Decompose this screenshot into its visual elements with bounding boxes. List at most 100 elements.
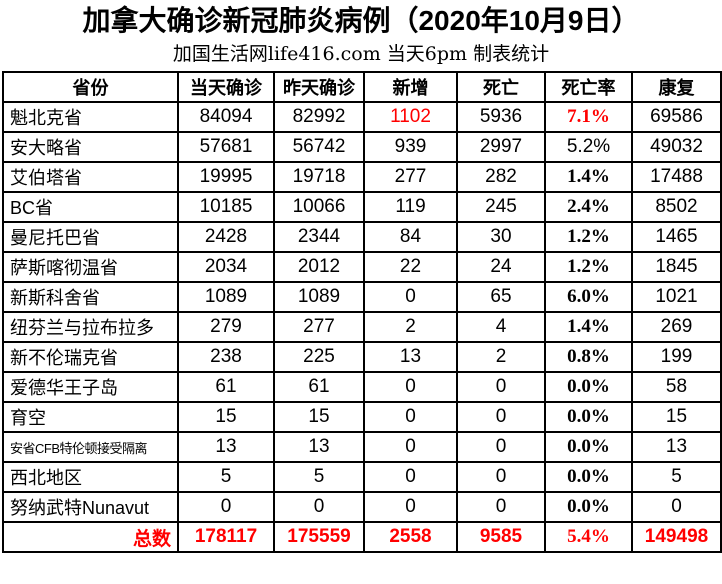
table-row: 安大略省 57681 56742 939 2997 5.2% 49032: [2, 131, 722, 163]
value-cell: 13: [177, 431, 275, 463]
total-rate-cell: 5.4%: [544, 521, 633, 553]
value-cell: 69586: [631, 101, 722, 133]
rate-cell: 1.4%: [544, 311, 633, 343]
header-row: 省份 当天确诊 昨天确诊 新增 死亡 死亡率 康复: [2, 71, 722, 103]
value-cell: 1465: [631, 221, 722, 253]
value-cell: 19718: [273, 161, 365, 193]
value-cell: 5936: [456, 101, 546, 133]
value-cell: 0: [456, 401, 546, 433]
column-header-5: 死亡率: [544, 71, 633, 103]
value-cell: 4: [456, 311, 546, 343]
value-cell: 245: [456, 191, 546, 223]
value-cell: 2012: [273, 251, 365, 283]
value-cell: 277: [273, 311, 365, 343]
covid-stats-sheet: 加拿大确诊新冠肺炎病例（2020年10月9日） 加国生活网life416.com…: [0, 4, 722, 553]
value-cell: 238: [177, 341, 275, 373]
rate-cell: 1.4%: [544, 161, 633, 193]
value-cell: 2034: [177, 251, 275, 283]
value-cell: 57681: [177, 131, 275, 163]
value-cell: 0: [363, 431, 458, 463]
table-row: 萨斯喀彻温省 2034 2012 22 24 1.2% 1845: [2, 251, 722, 283]
rate-cell: 0.0%: [544, 461, 633, 493]
column-header-1: 当天确诊: [177, 71, 275, 103]
value-cell: 0: [631, 491, 722, 523]
table-row: 新斯科舍省 1089 1089 0 65 6.0% 1021: [2, 281, 722, 313]
value-cell: 5: [177, 461, 275, 493]
value-cell: 84: [363, 221, 458, 253]
value-cell: 58: [631, 371, 722, 403]
total-value-cell: 9585: [456, 521, 546, 553]
value-cell: 15: [273, 401, 365, 433]
table-row: 育空 15 15 0 0 0.0% 15: [2, 401, 722, 433]
province-cell: BC省: [2, 191, 179, 223]
rate-cell: 0.0%: [544, 491, 633, 523]
value-cell: 0: [363, 461, 458, 493]
value-cell: 8502: [631, 191, 722, 223]
province-cell: 新不伦瑞克省: [2, 341, 179, 373]
value-cell: 19995: [177, 161, 275, 193]
page-title: 加拿大确诊新冠肺炎病例（2020年10月9日）: [82, 5, 640, 36]
value-cell: 0: [363, 371, 458, 403]
total-row: 总数 178117 175559 2558 9585 5.4% 149498: [2, 521, 722, 553]
province-cell: 西北地区: [2, 461, 179, 493]
province-cell: 艾伯塔省: [2, 161, 179, 193]
value-cell: 1021: [631, 281, 722, 313]
table-row: 安省CFB特伦顿接受隔离 13 13 0 0 0.0% 13: [2, 431, 722, 463]
column-header-6: 康复: [631, 71, 722, 103]
value-cell: 119: [363, 191, 458, 223]
value-cell: 282: [456, 161, 546, 193]
total-value-cell: 2558: [363, 521, 458, 553]
rate-cell: 1.2%: [544, 251, 633, 283]
value-cell: 2997: [456, 131, 546, 163]
province-cell: 育空: [2, 401, 179, 433]
province-cell: 安省CFB特伦顿接受隔离: [2, 431, 179, 463]
column-header-4: 死亡: [456, 71, 546, 103]
value-cell: 199: [631, 341, 722, 373]
value-cell: 939: [363, 131, 458, 163]
covid-stats-table: 省份 当天确诊 昨天确诊 新增 死亡 死亡率 康复 魁北克省 84094 82992 1102 59…: [2, 71, 722, 553]
rate-cell: 0.0%: [544, 401, 633, 433]
value-cell: 30: [456, 221, 546, 253]
value-cell: 279: [177, 311, 275, 343]
value-cell: 225: [273, 341, 365, 373]
value-cell: 22: [363, 251, 458, 283]
value-cell: 13: [363, 341, 458, 373]
value-cell: 61: [273, 371, 365, 403]
value-cell: 0: [273, 491, 365, 523]
value-cell: 15: [177, 401, 275, 433]
province-cell: 安大略省: [2, 131, 179, 163]
total-value-cell: 178117: [177, 521, 275, 553]
table-row: BC省 10185 10066 119 245 2.4% 8502: [2, 191, 722, 223]
rate-cell: 0.0%: [544, 431, 633, 463]
value-cell: 0: [363, 401, 458, 433]
table-row: 爱德华王子岛 61 61 0 0 0.0% 58: [2, 371, 722, 403]
value-cell: 82992: [273, 101, 365, 133]
value-cell: 0: [177, 491, 275, 523]
province-cell: 萨斯喀彻温省: [2, 251, 179, 283]
value-cell: 0: [363, 491, 458, 523]
value-cell: 24: [456, 251, 546, 283]
rate-cell: 0.8%: [544, 341, 633, 373]
value-cell: 13: [631, 431, 722, 463]
rate-cell: 1.2%: [544, 221, 633, 253]
table-row: 艾伯塔省 19995 19718 277 282 1.4% 17488: [2, 161, 722, 193]
value-cell: 2344: [273, 221, 365, 253]
value-cell: 61: [177, 371, 275, 403]
total-value-cell: 175559: [273, 521, 365, 553]
value-cell: 2: [456, 341, 546, 373]
page-subtitle: 加国生活网life416.com 当天6pm 制表统计: [172, 43, 550, 65]
value-cell: 15: [631, 401, 722, 433]
province-cell: 努纳武特Nunavut: [2, 491, 179, 523]
column-header-2: 昨天确诊: [273, 71, 365, 103]
value-cell: 277: [363, 161, 458, 193]
province-cell: 爱德华王子岛: [2, 371, 179, 403]
rate-cell: 6.0%: [544, 281, 633, 313]
value-cell: 0: [456, 371, 546, 403]
value-cell: 0: [456, 491, 546, 523]
value-cell: 5: [273, 461, 365, 493]
value-cell: 2428: [177, 221, 275, 253]
value-cell: 17488: [631, 161, 722, 193]
province-cell: 新斯科舍省: [2, 281, 179, 313]
value-cell: 0: [363, 281, 458, 313]
rate-cell: 7.1%: [544, 101, 633, 133]
